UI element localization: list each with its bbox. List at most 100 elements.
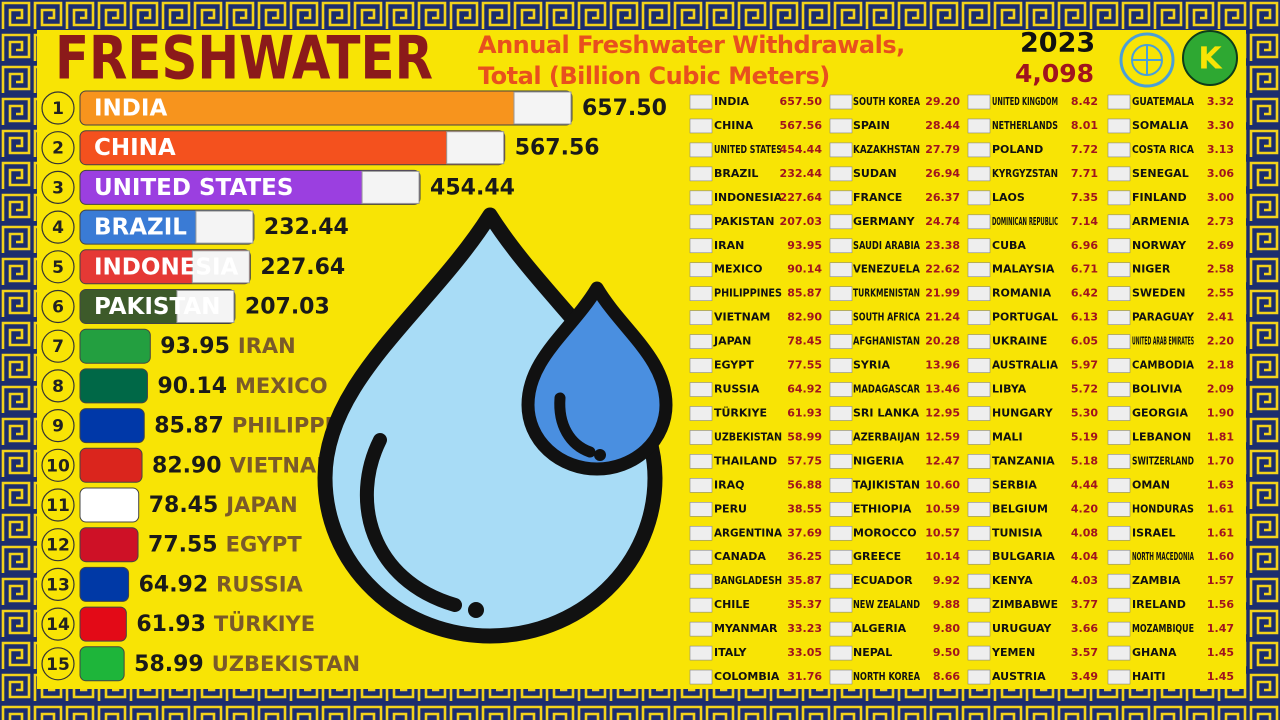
country-name: GUATEMALA: [1132, 95, 1194, 108]
country-name: MADAGASCAR: [853, 383, 920, 396]
flag: [967, 549, 991, 565]
country-name: SWEDEN: [1132, 287, 1185, 300]
country-value: 8.66: [933, 670, 960, 683]
rank-label: 7: [52, 337, 64, 357]
country-value: 56.88: [787, 478, 822, 491]
flag: [1107, 358, 1131, 373]
country-name: AFGHANISTAN: [853, 335, 920, 348]
flag: [829, 166, 853, 182]
flag: [689, 118, 713, 134]
country-name: CHILE: [714, 598, 750, 611]
rank-label: 6: [52, 298, 64, 318]
flag: [967, 94, 991, 110]
country-name: HAITI: [1132, 670, 1165, 683]
country-value: 23.38: [925, 239, 960, 252]
country-value: 1.81: [1207, 430, 1234, 443]
flag: [1107, 525, 1131, 541]
flag: [967, 430, 991, 445]
flag: [689, 238, 713, 254]
rank-badge: [41, 607, 75, 641]
flag: [967, 525, 991, 541]
flag: [1107, 645, 1131, 661]
country-name: UNITED ARAB EMIRATES: [1132, 335, 1194, 348]
flag: [689, 262, 713, 278]
country-value: 2.58: [1207, 263, 1234, 276]
flag: [967, 645, 991, 661]
flag: [829, 310, 853, 325]
country-value: 3.57: [1071, 646, 1098, 659]
country-name: KAZAKHSTAN: [853, 143, 920, 156]
country-value: 454.44: [780, 143, 823, 156]
country-value: 31.76: [787, 670, 822, 683]
flag: [967, 358, 991, 373]
flag: [967, 478, 991, 493]
country-value: 1.56: [1207, 598, 1234, 611]
country-value: 1.61: [1207, 502, 1234, 515]
flag: [967, 502, 991, 517]
country-value: 567.56: [780, 119, 823, 132]
country-name: THAILAND: [714, 454, 777, 467]
rank-label: 9: [52, 417, 64, 437]
country-name: CUBA: [992, 239, 1026, 252]
country-value: 21.99: [925, 287, 960, 300]
country-value: 4.03: [1071, 574, 1098, 587]
country-name: BULGARIA: [992, 550, 1055, 563]
bar-label: JAPAN: [224, 493, 297, 517]
flag: [1107, 430, 1131, 445]
country-name: TANZANIA: [992, 454, 1055, 467]
flag: [1107, 454, 1131, 469]
country-value: 4.08: [1071, 526, 1098, 539]
country-name: DOMINICAN REPUBLIC: [992, 215, 1058, 228]
rank-badge: [41, 488, 75, 522]
country-name: GREECE: [853, 550, 901, 563]
value-label: 82.90: [152, 453, 222, 478]
value-label: 567.56: [515, 136, 600, 161]
bar-label: IRAN: [238, 334, 296, 358]
country-value: 1.57: [1207, 574, 1234, 587]
bar-label: PAKISTAN: [94, 294, 220, 320]
value-label: 58.99: [134, 652, 204, 677]
bar-label: BRAZIL: [94, 215, 187, 241]
country-value: 6.05: [1071, 335, 1098, 348]
flag: [967, 406, 991, 421]
rank-badge: [41, 91, 75, 125]
flag: [513, 91, 572, 125]
country-name: YEMEN: [991, 646, 1035, 659]
flag: [829, 94, 853, 110]
value-label: 85.87: [154, 414, 224, 439]
country-name: EGYPT: [714, 359, 754, 372]
country-value: 8.42: [1071, 95, 1098, 108]
country-value: 3.06: [1207, 167, 1234, 180]
rank-label: 15: [46, 655, 70, 675]
flag: [689, 190, 713, 206]
country-value: 5.97: [1071, 359, 1098, 372]
flag: [689, 454, 713, 469]
flag: [689, 573, 713, 589]
country-name: INDIA: [714, 95, 750, 108]
country-value: 13.96: [925, 359, 960, 372]
flag: [1107, 286, 1131, 301]
country-name: NEPAL: [853, 646, 892, 659]
country-name: UNITED KINGDOM: [992, 95, 1058, 108]
bar: [79, 447, 143, 483]
country-value: 5.18: [1071, 454, 1098, 467]
flag: [1107, 597, 1131, 613]
country-value: 21.24: [925, 311, 960, 324]
country-value: 12.95: [925, 406, 960, 419]
flag: [967, 142, 991, 158]
flag: [361, 170, 420, 204]
bar-label: UZBEKISTAN: [212, 652, 360, 676]
bar: [79, 90, 573, 126]
bar-chart: 1 INDIA 657.502 CHINA 567.563 UNITED STATES 45…: [41, 90, 667, 682]
flag: [689, 525, 713, 541]
country-name: ISRAEL: [1132, 526, 1176, 539]
country-value: 58.99: [787, 430, 822, 443]
value-label: 454.44: [430, 175, 515, 200]
country-value: 4.04: [1071, 550, 1098, 563]
flag: [446, 131, 505, 165]
bar-label: UNITED STATES: [94, 175, 293, 201]
country-name: INDONESIA: [714, 191, 782, 204]
country-name: ITALY: [714, 646, 748, 659]
bar: [79, 646, 125, 682]
flag: [967, 238, 991, 254]
